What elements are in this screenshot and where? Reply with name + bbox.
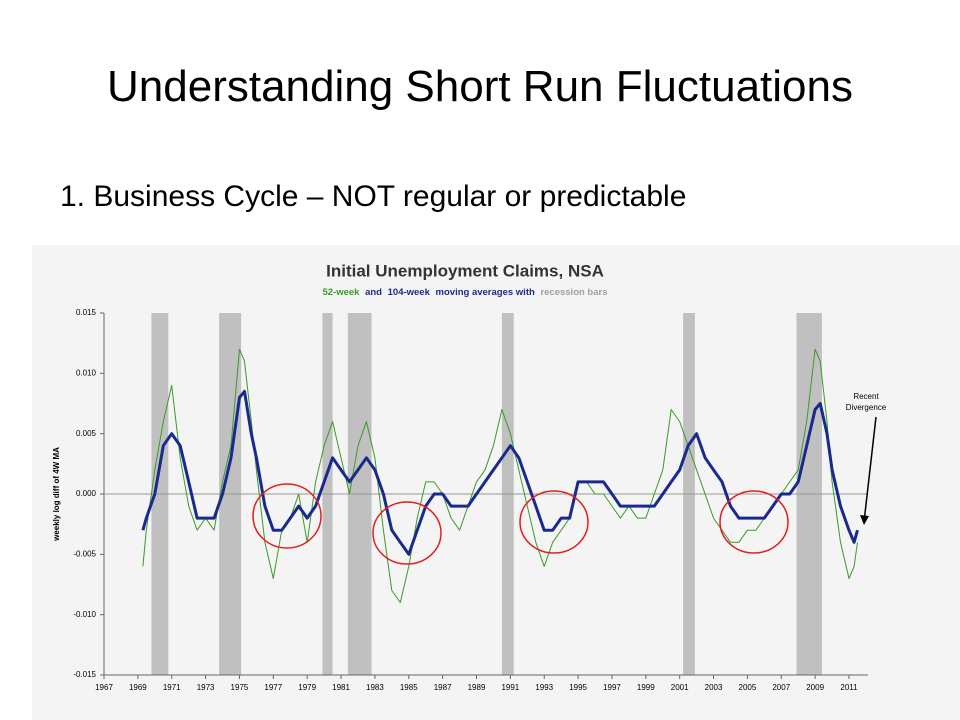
subtitle-part: 104-week	[388, 287, 431, 298]
highlight-circle	[719, 490, 789, 554]
slide-title: Understanding Short Run Fluctuations	[107, 62, 853, 111]
y-tick-label: -0.010	[73, 610, 96, 619]
x-tick-label: 1975	[231, 683, 249, 692]
x-tick-label: 2003	[705, 683, 723, 692]
y-tick-label: 0.010	[76, 368, 97, 377]
chart-title: Initial Unemployment Claims, NSA	[326, 261, 604, 280]
x-tick-label: 1981	[332, 683, 350, 692]
x-tick-label: 1999	[637, 683, 655, 692]
x-tick-label: 1967	[95, 683, 113, 692]
y-tick-label: -0.015	[73, 670, 96, 679]
chart-subtitle: 52-week and 104-week moving averages wit…	[322, 287, 607, 298]
subtitle-part: and	[365, 287, 382, 298]
x-tick-label: 1991	[501, 683, 519, 692]
x-tick-label: 1995	[569, 683, 587, 692]
y-tick-label: 0.015	[76, 308, 97, 317]
annotation-arrowhead	[860, 515, 869, 525]
annotation: Recent	[853, 392, 879, 401]
x-tick-label: 1985	[400, 683, 418, 692]
x-tick-label: 2005	[739, 683, 757, 692]
y-tick-label: -0.005	[73, 549, 96, 558]
x-tick-label: 1983	[366, 683, 384, 692]
highlight-circle	[372, 501, 442, 565]
x-tick-label: 2007	[772, 683, 790, 692]
annotation: Divergence	[846, 403, 887, 412]
x-tick-label: 1969	[129, 683, 147, 692]
x-tick-label: 1987	[434, 683, 452, 692]
annotation-arrow	[863, 416, 877, 523]
bullet-point: 1. Business Cycle – NOT regular or predi…	[60, 180, 687, 213]
y-tick-label: 0.000	[76, 489, 97, 498]
x-tick-label: 1971	[163, 683, 181, 692]
x-tick-label: 1993	[535, 683, 553, 692]
x-tick-label: 1989	[468, 683, 486, 692]
x-tick-label: 1979	[298, 683, 316, 692]
series-line	[141, 389, 859, 556]
x-tick-label: 2009	[806, 683, 824, 692]
subtitle-part: 52-week	[322, 287, 360, 298]
subtitle-part: moving averages with	[436, 287, 535, 298]
subtitle-part: recession bars	[540, 287, 607, 298]
x-tick-label: 1973	[197, 683, 215, 692]
x-tick-label: 2011	[840, 683, 858, 692]
highlight-circle	[519, 490, 589, 554]
y-tick-label: 0.005	[76, 429, 97, 438]
x-tick-label: 2001	[671, 683, 689, 692]
chart: -0.015 -0.010 -0.005 0.000 0.005 0.010 0.015 19…	[32, 245, 960, 720]
y-axis-label: weekly log diff of 4W MA	[52, 447, 61, 542]
x-tick-label: 1997	[603, 683, 621, 692]
x-tick-label: 1977	[264, 683, 282, 692]
highlight-circle	[252, 483, 322, 549]
